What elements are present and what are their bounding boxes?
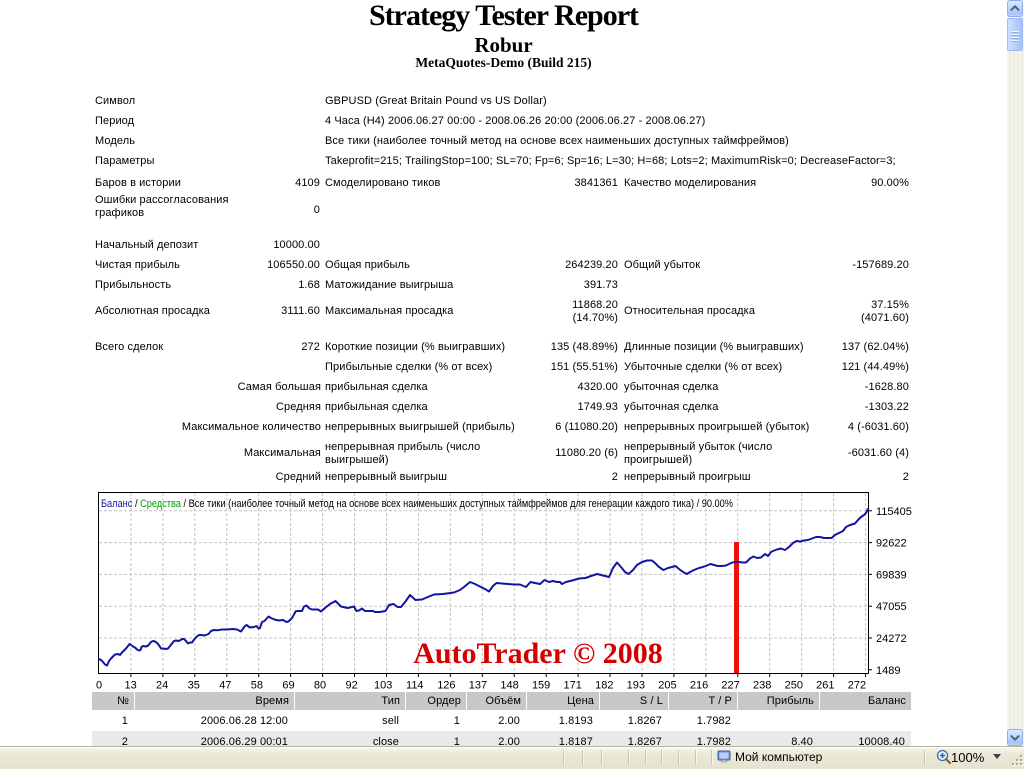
svg-text:137: 137 — [469, 680, 487, 692]
svg-text:148: 148 — [500, 680, 518, 692]
svg-text:115405: 115405 — [876, 506, 912, 518]
svg-text:216: 216 — [690, 680, 708, 692]
svg-text:AutoTrader © 2008: AutoTrader © 2008 — [413, 637, 663, 670]
svg-text:69: 69 — [282, 680, 294, 692]
svg-text:227: 227 — [721, 680, 739, 692]
svg-text:182: 182 — [595, 680, 613, 692]
svg-text:35: 35 — [188, 680, 200, 692]
svg-text:24272: 24272 — [876, 633, 907, 645]
svg-text:103: 103 — [374, 680, 392, 692]
svg-text:69839: 69839 — [876, 569, 907, 581]
svg-text:58: 58 — [251, 680, 263, 692]
svg-text:92622: 92622 — [876, 538, 907, 550]
svg-text:47055: 47055 — [876, 601, 907, 613]
svg-text:272: 272 — [848, 680, 866, 692]
svg-text:24: 24 — [156, 680, 168, 692]
svg-text:0: 0 — [96, 680, 102, 692]
svg-text:114: 114 — [406, 680, 424, 692]
svg-text:80: 80 — [314, 680, 326, 692]
svg-text:126: 126 — [437, 680, 455, 692]
svg-text:13: 13 — [124, 680, 136, 692]
svg-text:171: 171 — [564, 680, 582, 692]
svg-text:250: 250 — [785, 680, 803, 692]
svg-text:205: 205 — [658, 680, 676, 692]
svg-text:92: 92 — [346, 680, 358, 692]
svg-text:Баланс / Средства / Все тики (: Баланс / Средства / Все тики (наиболее т… — [101, 498, 733, 510]
svg-text:193: 193 — [627, 680, 645, 692]
svg-text:47: 47 — [219, 680, 231, 692]
svg-text:261: 261 — [816, 680, 834, 692]
svg-text:1489: 1489 — [876, 665, 900, 677]
svg-text:159: 159 — [532, 680, 550, 692]
svg-text:238: 238 — [753, 680, 771, 692]
